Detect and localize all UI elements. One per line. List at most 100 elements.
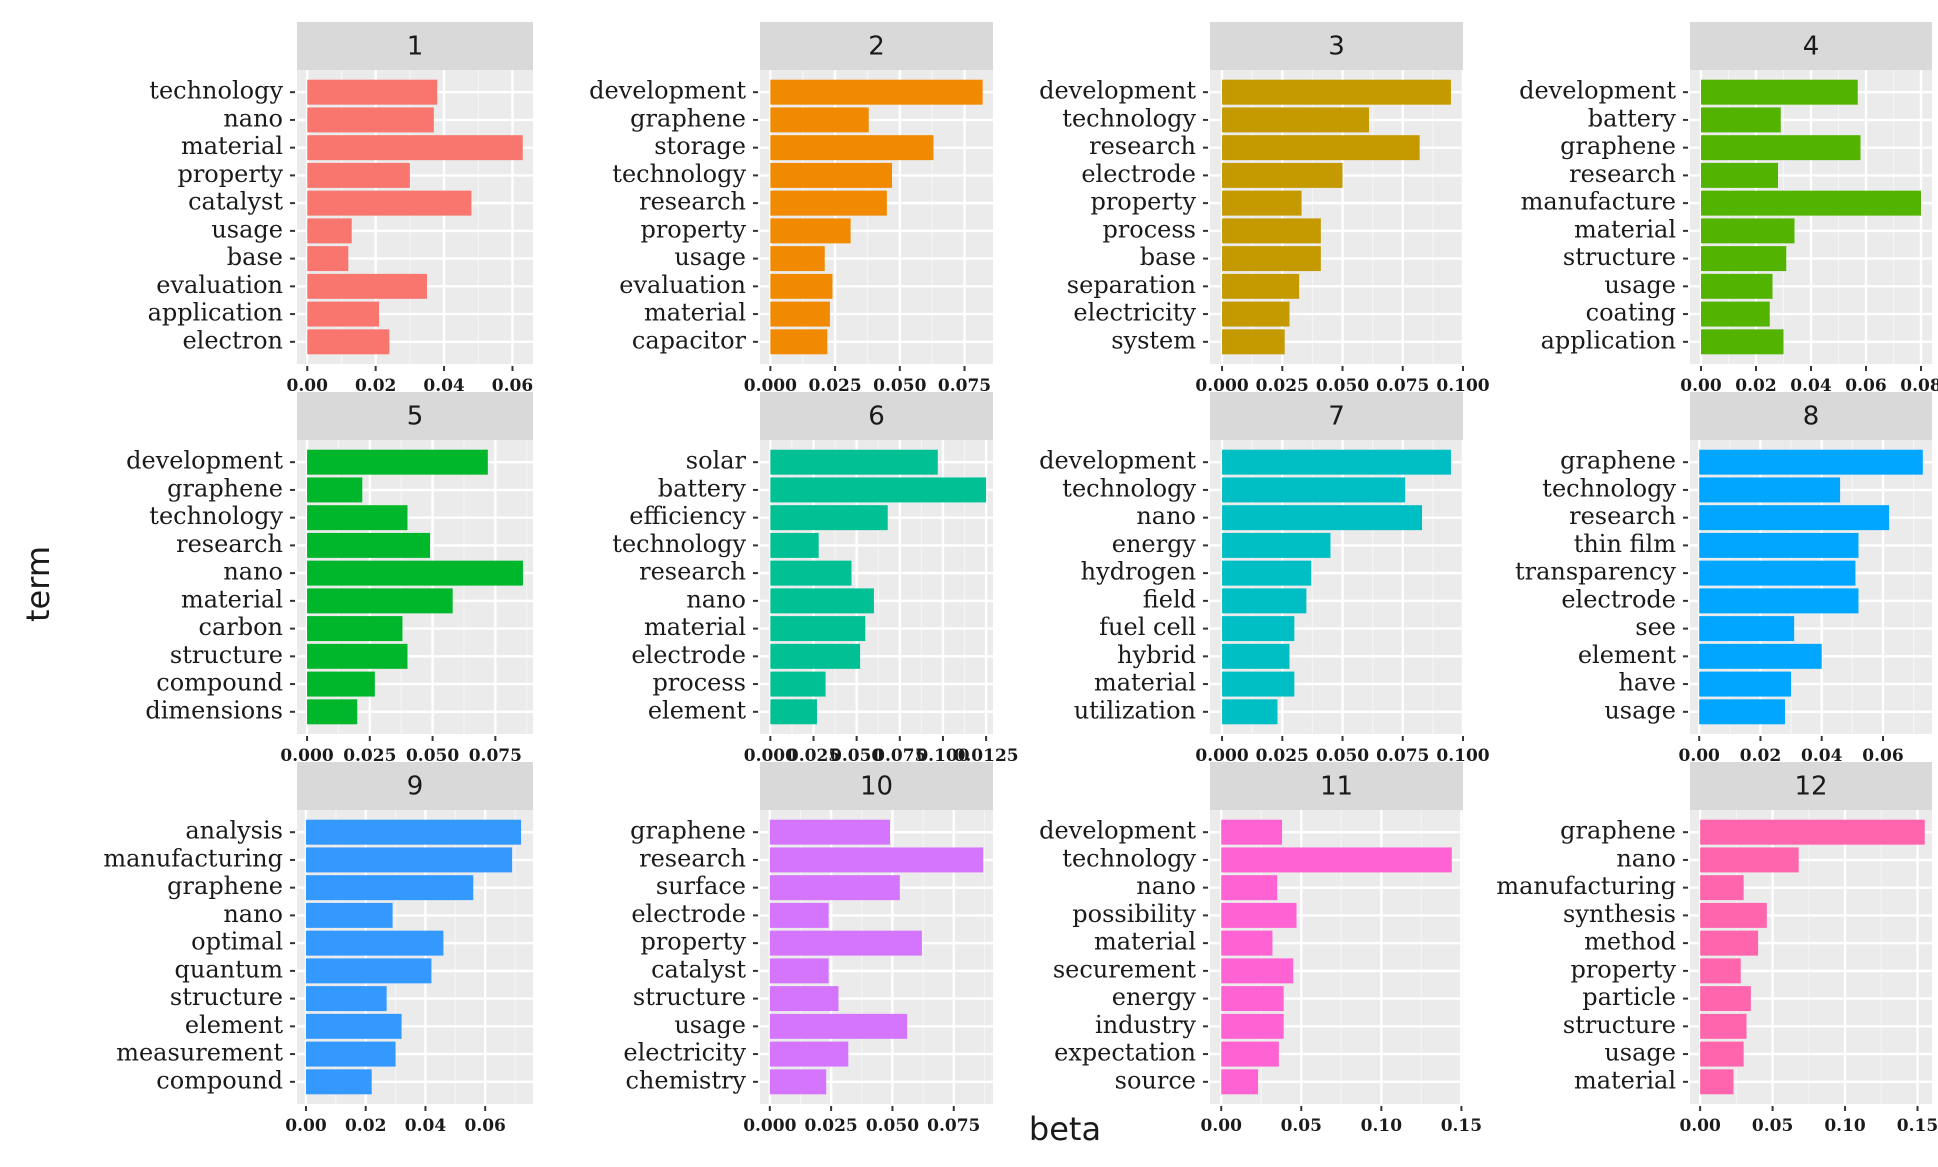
bar xyxy=(307,449,488,475)
term-label: utilization xyxy=(1074,696,1196,724)
facet-panel-11: 11 developmenttechnologynanopossibilityma… xyxy=(1039,762,1482,1136)
bar xyxy=(1221,1013,1284,1039)
term-label: material xyxy=(1574,1066,1676,1094)
bar xyxy=(307,643,408,669)
bar xyxy=(769,1013,908,1039)
x-tick-label: 0.075 xyxy=(469,746,522,766)
term-label: development xyxy=(1039,77,1196,105)
term-label: securement xyxy=(1053,955,1197,983)
bar xyxy=(1699,449,1923,475)
facet-strip xyxy=(297,762,533,810)
x-tick-label: 0.08 xyxy=(1900,376,1938,396)
term-label: hydrogen xyxy=(1081,558,1196,586)
bar xyxy=(305,1013,402,1039)
facet-strip xyxy=(297,392,533,440)
term-label: particle xyxy=(1582,983,1676,1011)
bar xyxy=(1222,135,1420,161)
term-label: nano xyxy=(1616,844,1676,872)
bar xyxy=(1699,643,1822,669)
term-label: development xyxy=(1039,447,1196,475)
term-label: structure xyxy=(633,983,746,1011)
bar xyxy=(307,588,453,614)
bar xyxy=(769,819,890,845)
term-label: method xyxy=(1584,928,1676,956)
facet-strip xyxy=(1690,762,1932,810)
term-label: usage xyxy=(1604,271,1676,299)
bar xyxy=(1222,449,1451,475)
x-tick-label: 0.000 xyxy=(280,746,333,766)
x-tick-label: 0.02 xyxy=(1735,376,1776,396)
x-tick-label: 0.050 xyxy=(873,376,926,396)
term-label: technology xyxy=(612,160,746,188)
term-label: technology xyxy=(149,77,283,105)
x-tick-label: 0.04 xyxy=(405,1116,447,1136)
bar xyxy=(770,162,893,188)
bar xyxy=(1700,1069,1734,1095)
facet-strip-label: 9 xyxy=(407,772,424,802)
term-label: coating xyxy=(1586,299,1676,327)
term-label: graphene xyxy=(630,817,746,845)
y-axis-title: term xyxy=(19,546,57,622)
term-label: nano xyxy=(686,585,746,613)
term-label: property xyxy=(640,215,746,243)
term-label: electrode xyxy=(1561,585,1676,613)
bar xyxy=(307,560,523,586)
term-label: battery xyxy=(1588,104,1677,132)
bar xyxy=(1221,930,1273,956)
bar xyxy=(770,246,825,272)
term-label: research xyxy=(176,530,283,558)
x-tick-label: 0.075 xyxy=(1376,376,1429,396)
bar xyxy=(770,449,938,475)
bar xyxy=(1701,107,1781,133)
bar xyxy=(1700,930,1759,956)
x-tick-label: 0.025 xyxy=(343,746,396,766)
x-tick-label: 0.100 xyxy=(1436,746,1489,766)
term-label: capacitor xyxy=(632,326,747,354)
x-tick-label: 0.000 xyxy=(743,1116,796,1136)
bar xyxy=(307,246,349,272)
term-label: structure xyxy=(170,641,283,669)
term-label: base xyxy=(227,243,283,271)
term-label: property xyxy=(177,160,283,188)
x-tick-label: 0.000 xyxy=(744,746,797,766)
bar xyxy=(1222,699,1278,725)
bar xyxy=(305,819,522,845)
x-tick-label: 0.05 xyxy=(1281,1116,1322,1136)
term-label: structure xyxy=(1563,1011,1676,1039)
x-tick-label: 0.00 xyxy=(1679,1116,1721,1136)
facet-strip xyxy=(760,762,993,810)
bar xyxy=(769,958,829,984)
facet-panel-10: 10 grapheneresearchsurfaceelectrodeproper… xyxy=(623,762,993,1136)
facet-strip-label: 5 xyxy=(407,402,424,432)
bar xyxy=(1222,246,1321,272)
term-label: transparency xyxy=(1515,558,1676,586)
term-label: fuel cell xyxy=(1099,613,1196,641)
x-tick-label: 0.15 xyxy=(1441,1116,1482,1136)
term-label: energy xyxy=(1112,530,1197,558)
facet-strip xyxy=(1690,22,1932,70)
term-label: evaluation xyxy=(156,271,283,299)
facet-strip xyxy=(1210,762,1463,810)
term-label: field xyxy=(1143,585,1196,613)
term-label: structure xyxy=(1563,243,1676,271)
term-label: nano xyxy=(223,104,283,132)
bar xyxy=(770,107,869,133)
term-label: development xyxy=(589,77,746,105)
bar xyxy=(307,699,358,725)
x-tick-label: 0.075 xyxy=(927,1116,980,1136)
term-label: material xyxy=(1094,928,1196,956)
bar xyxy=(769,930,922,956)
facet-panel-3: 3developmenttechnologyresearchelectrodep… xyxy=(1039,22,1490,396)
term-label: evaluation xyxy=(619,271,746,299)
bar xyxy=(1222,273,1300,299)
term-label: graphene xyxy=(1560,447,1676,475)
bar xyxy=(1222,107,1370,133)
bar xyxy=(1222,218,1321,244)
term-label: process xyxy=(1102,215,1196,243)
term-label: process xyxy=(652,669,746,697)
term-label: research xyxy=(1089,132,1196,160)
bar xyxy=(1221,986,1284,1012)
bar xyxy=(307,218,352,244)
facet-strip xyxy=(760,392,993,440)
